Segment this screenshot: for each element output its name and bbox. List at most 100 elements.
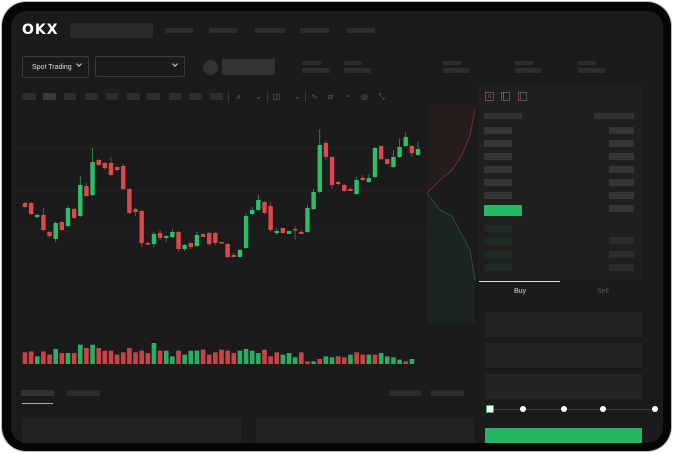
slider-stop-100[interactable]	[652, 406, 658, 412]
timeframe-button[interactable]	[189, 93, 202, 100]
screenshot-icon[interactable]: ◔	[345, 92, 350, 101]
candle-body	[139, 211, 144, 243]
timeframe-button[interactable]	[210, 93, 223, 100]
slider-handle[interactable]	[486, 405, 494, 413]
settings-icon[interactable]: ◎	[361, 92, 368, 101]
ask-row-price[interactable]	[484, 127, 512, 134]
volume-bar	[237, 350, 243, 364]
candle-body	[403, 137, 408, 146]
slider-stop-75[interactable]	[600, 406, 606, 412]
bid-row-amount[interactable]	[609, 251, 634, 258]
chevron-down-icon[interactable]: ⌄	[294, 92, 301, 101]
timeframe-icon[interactable]: ◫	[272, 92, 281, 101]
volume-bar	[360, 354, 366, 364]
bid-row-amount[interactable]	[609, 237, 634, 244]
bid-row-price[interactable]	[484, 264, 512, 271]
sell-tab[interactable]: Sell	[597, 288, 609, 295]
fullscreen-icon[interactable]: ⤡	[378, 92, 385, 101]
line-tool-icon[interactable]: ∿	[311, 92, 318, 101]
timeframe-button[interactable]	[169, 93, 181, 100]
chart-type-icon[interactable]: ⌄	[255, 92, 262, 101]
depth-ask-line	[426, 109, 476, 194]
candle-body	[182, 245, 187, 249]
timeframe-button-active[interactable]	[43, 93, 56, 100]
volume-bar	[176, 350, 181, 364]
ask-row-amount[interactable]	[609, 127, 634, 134]
orderbook-bids-view-icon[interactable]: ▏	[501, 92, 510, 101]
ruler-icon[interactable]: ⧄	[327, 92, 334, 101]
ask-row-amount[interactable]	[609, 153, 634, 160]
orderbook-both-view-icon[interactable]: ≡	[485, 92, 494, 101]
amount-input[interactable]	[485, 343, 642, 368]
volume-bar	[157, 350, 163, 364]
buy-tab[interactable]: Buy	[514, 288, 527, 295]
ask-row-amount[interactable]	[609, 179, 634, 186]
nav-item[interactable]	[255, 28, 285, 33]
candle-body	[262, 202, 267, 213]
orderbook-asks-view-icon[interactable]: ▏	[518, 92, 527, 101]
ask-row-amount[interactable]	[609, 140, 634, 147]
timeframe-button[interactable]	[64, 93, 76, 100]
bid-row-price[interactable]	[484, 225, 512, 232]
slider-stop-25[interactable]	[520, 406, 526, 412]
ask-row-amount[interactable]	[609, 205, 634, 212]
pair-dropdown[interactable]	[95, 56, 185, 77]
candle-body	[207, 233, 212, 244]
timeframe-button[interactable]	[147, 93, 160, 100]
candle-body	[372, 148, 378, 177]
ask-row-price[interactable]	[484, 192, 512, 199]
slider-track[interactable]	[490, 409, 656, 410]
bid-row-price[interactable]	[484, 238, 512, 245]
candle-body	[219, 242, 224, 244]
candle-body	[78, 185, 83, 216]
ask-row-price[interactable]	[484, 140, 512, 147]
volume-bar	[71, 353, 77, 364]
tab-order-history[interactable]	[67, 390, 100, 396]
nav-item[interactable]	[165, 28, 193, 33]
timeframe-button[interactable]	[22, 93, 36, 100]
volume-bar	[28, 351, 34, 364]
volume-bar	[274, 352, 280, 364]
ask-row-price[interactable]	[484, 179, 512, 186]
ask-row-amount[interactable]	[609, 166, 634, 173]
ask-row-price[interactable]	[484, 153, 512, 160]
volume-bar	[372, 354, 378, 364]
slider-stop-50[interactable]	[561, 406, 567, 412]
volume-bar	[335, 356, 341, 364]
ask-row-amount[interactable]	[609, 192, 634, 199]
stat-value	[344, 68, 371, 73]
search-bar[interactable]	[70, 23, 153, 38]
nav-item[interactable]	[347, 28, 375, 33]
filter-button[interactable]	[389, 390, 421, 396]
candle-body	[329, 157, 335, 185]
candle-body	[28, 203, 34, 214]
market-type-dropdown[interactable]: Spot Trading	[22, 56, 89, 78]
buy-button[interactable]	[485, 428, 642, 443]
bid-row-price[interactable]	[484, 251, 512, 258]
volume-bar	[256, 353, 261, 364]
volume-bar	[170, 356, 175, 364]
volume-bar	[59, 353, 65, 364]
timeframe-button[interactable]	[85, 93, 98, 100]
timeframe-button[interactable]	[127, 93, 140, 100]
nav-item[interactable]	[209, 28, 237, 33]
depth-bid-line	[426, 192, 476, 281]
nav-item[interactable]	[300, 28, 329, 33]
divider	[228, 91, 229, 102]
bid-row-amount[interactable]	[609, 264, 634, 271]
okx-logo[interactable]: OKX	[22, 22, 59, 38]
total-input[interactable]	[485, 374, 642, 399]
indicator-icon[interactable]: ⩘	[235, 92, 240, 101]
timeframe-button[interactable]	[106, 93, 118, 100]
stat-label	[578, 61, 596, 65]
price-input[interactable]	[485, 312, 642, 337]
candle-body	[164, 236, 169, 238]
volume-bar	[299, 352, 304, 364]
volume-bar	[41, 351, 46, 364]
volume-bar	[342, 357, 347, 364]
ask-row-price[interactable]	[484, 166, 512, 173]
filter-button[interactable]	[431, 390, 464, 396]
candle-body	[22, 203, 28, 207]
tab-open-orders[interactable]	[21, 390, 54, 396]
